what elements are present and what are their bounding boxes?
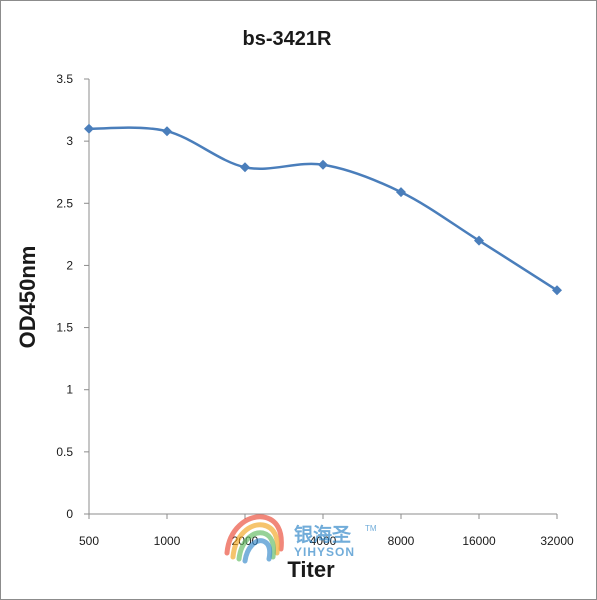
data-point-marker (396, 187, 406, 198)
data-point-marker (552, 285, 562, 296)
yihyson-logo-icon (224, 514, 284, 564)
data-point-marker (84, 123, 94, 134)
y-axis-label: OD450nm (15, 246, 40, 349)
series-line (88, 126, 558, 292)
y-tick-label: 1.5 (56, 321, 73, 335)
data-point-marker (162, 126, 172, 137)
y-tick-label: 3 (66, 134, 73, 148)
y-tick-label: 2 (66, 258, 73, 272)
yihyson-logo: 银海圣 TM YIHYSON (224, 514, 377, 564)
x-tick-label: 8000 (388, 534, 415, 548)
data-point-marker (474, 235, 484, 246)
y-tick-label: 1 (66, 383, 73, 397)
x-tick-label: 4000 (310, 534, 337, 548)
x-tick-label: 1000 (154, 534, 181, 548)
chart-title: bs-3421R (243, 28, 332, 50)
y-tick-label: 0.5 (56, 445, 73, 459)
series-group (84, 123, 562, 296)
logo-trademark: TM (365, 524, 377, 533)
y-tick-label: 0 (66, 507, 73, 521)
y-tick-label: 2.5 (56, 196, 73, 210)
y-tick-labels: 0 0.5 1 1.5 2 2.5 3 3.5 (56, 72, 89, 521)
x-tick-label: 16000 (462, 534, 496, 548)
y-tick-label: 3.5 (56, 72, 73, 86)
data-point-marker (240, 162, 250, 173)
x-tick-label: 32000 (540, 534, 574, 548)
data-point-marker (318, 159, 328, 170)
logo-chinese-text: 银海圣 (294, 523, 352, 546)
x-axis-label: Titer (287, 557, 335, 582)
logo-english-text: YIHYSON (294, 545, 355, 559)
x-tick-label: 500 (79, 534, 99, 548)
